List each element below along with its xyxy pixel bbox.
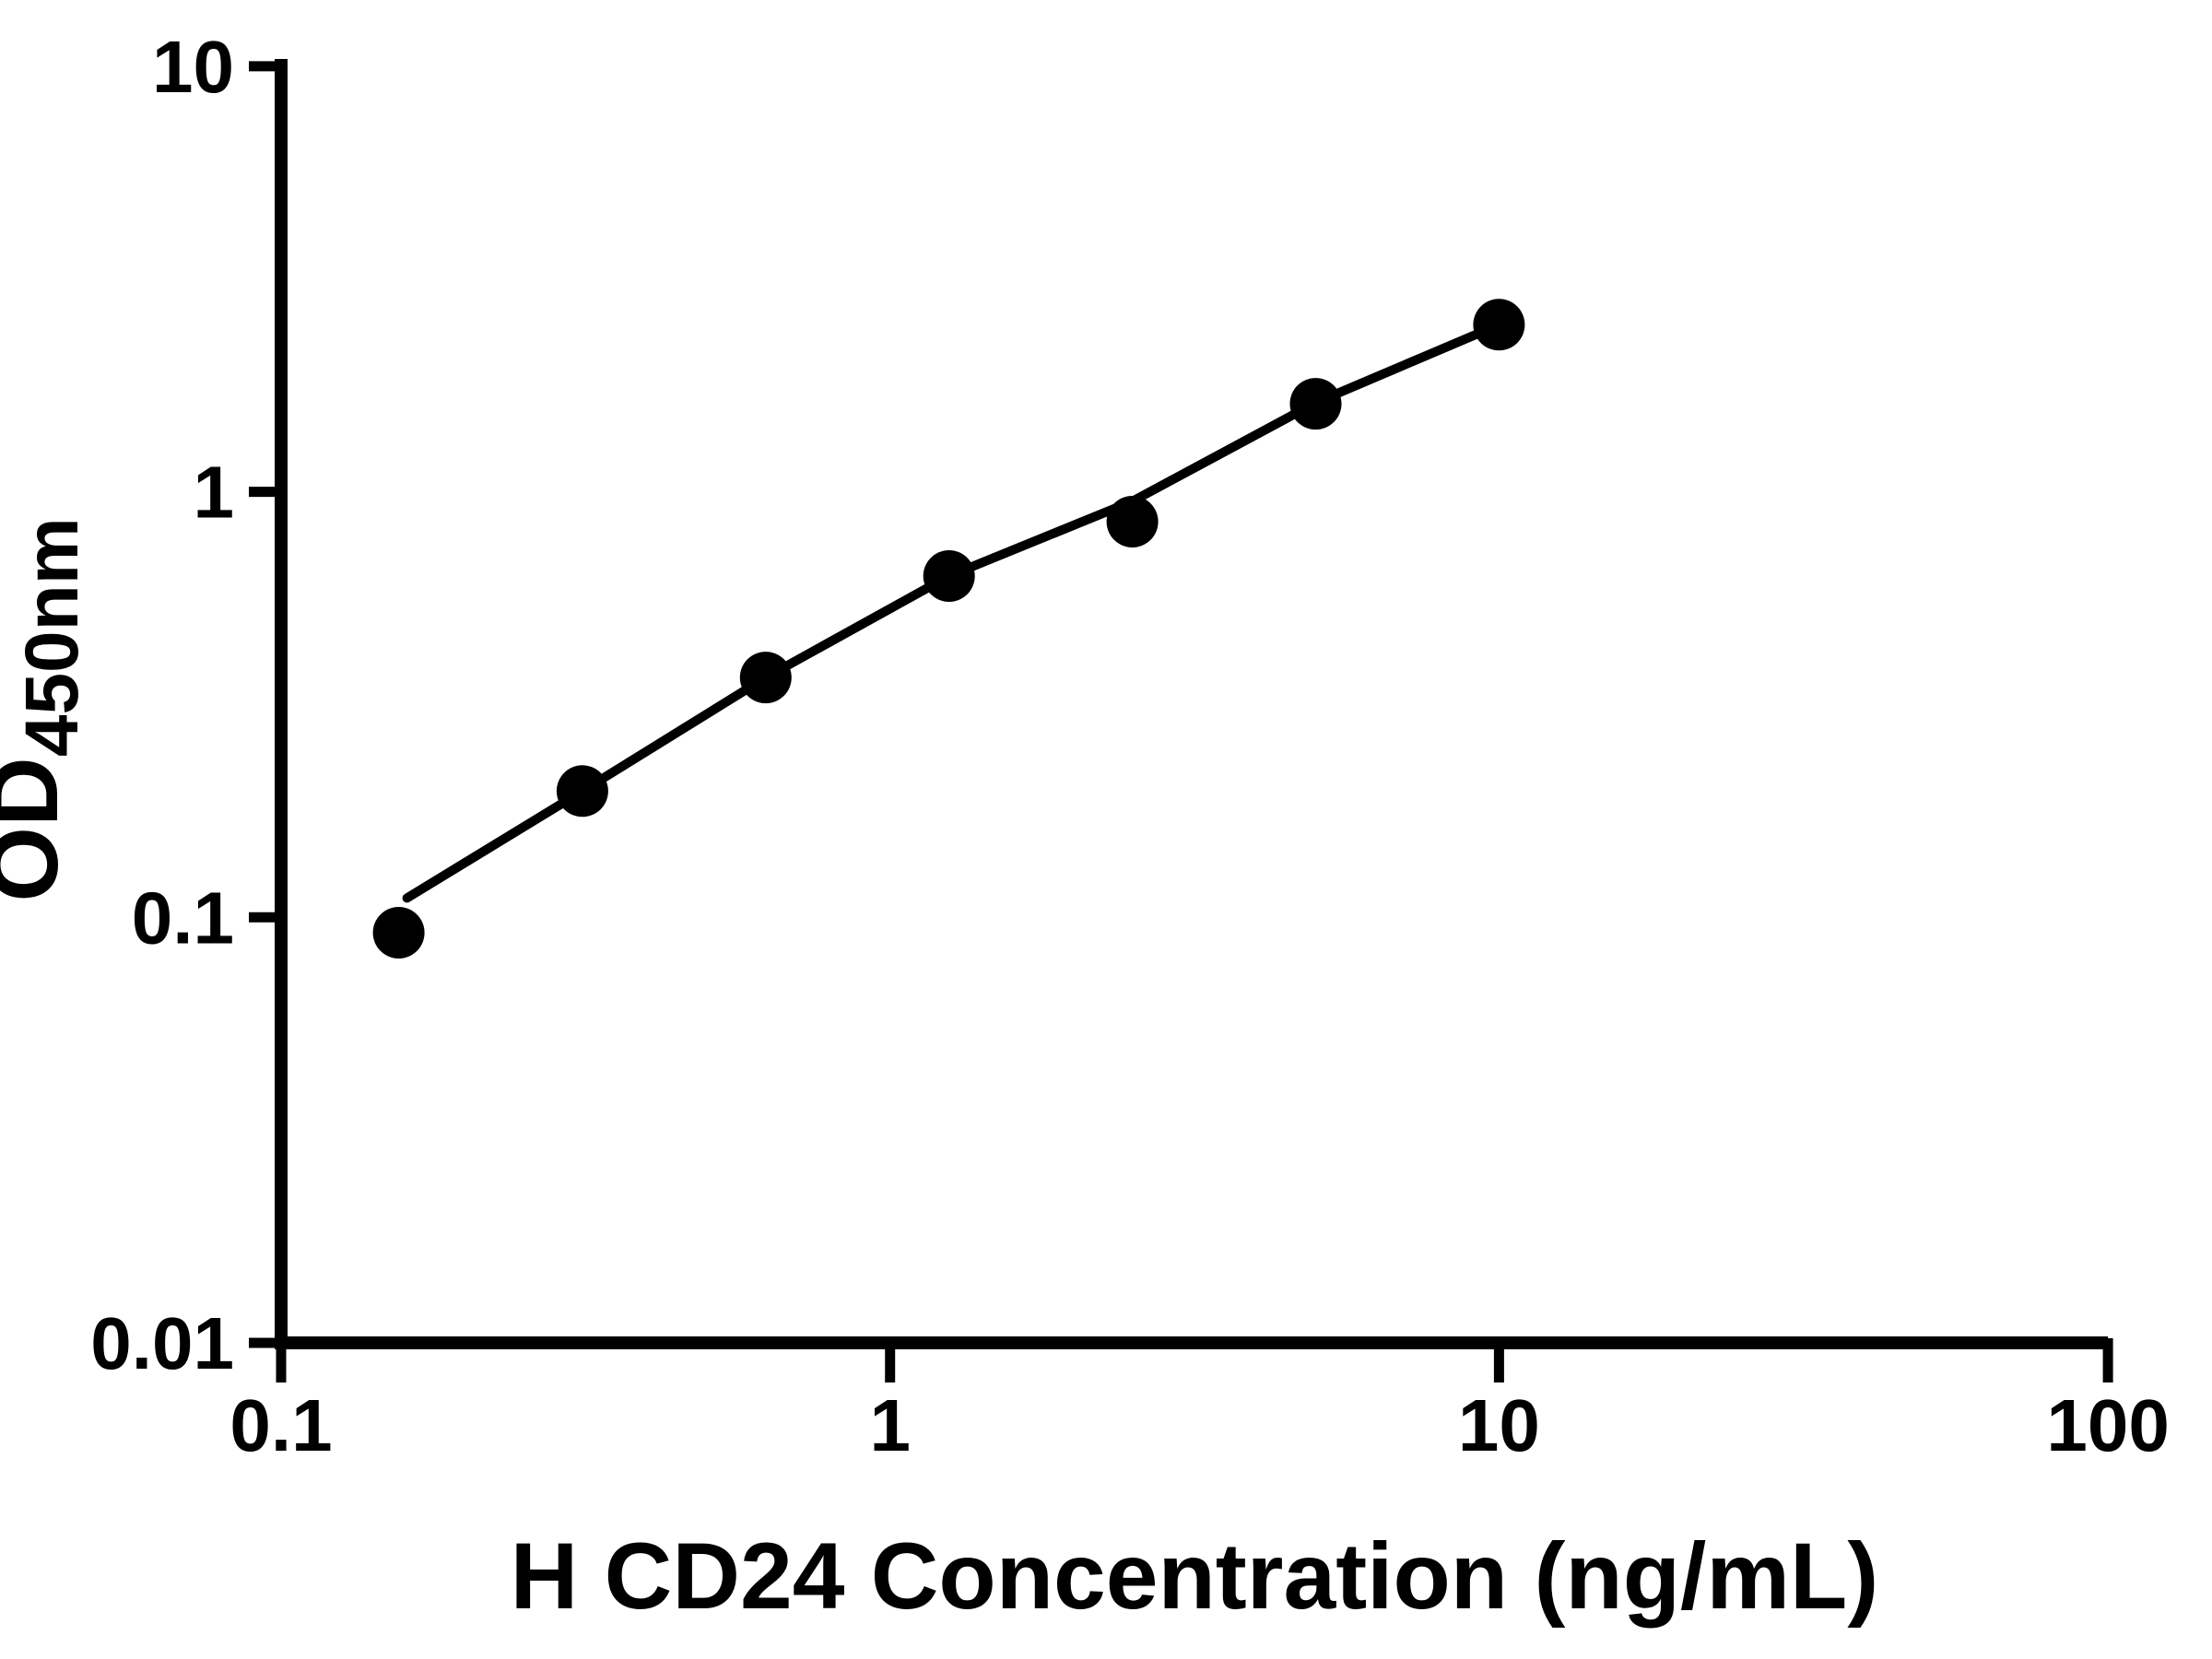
data-point	[372, 907, 425, 959]
y-axis-title: OD450nm	[0, 517, 94, 901]
data-point	[1473, 299, 1525, 351]
data-point	[739, 652, 792, 704]
y-tick-label: 1	[194, 452, 235, 534]
data-point	[1106, 496, 1159, 547]
x-tick-label: 100	[2046, 1384, 2169, 1466]
data-point	[556, 765, 608, 818]
y-axis-title-main: OD	[0, 757, 78, 902]
y-tick-label: 0.1	[132, 877, 234, 959]
x-tick-label: 1	[869, 1384, 911, 1466]
y-tick-label: 0.01	[90, 1302, 234, 1384]
x-tick-label: 10	[1458, 1384, 1540, 1466]
data-point	[1289, 378, 1342, 430]
x-tick-label: 0.1	[229, 1384, 332, 1466]
data-point	[923, 550, 975, 602]
y-axis-title-subscript: 450nm	[10, 517, 94, 757]
x-axis-title: H CD24 Concentration (ng/mL)	[511, 1524, 1879, 1629]
y-tick-label: 10	[152, 26, 234, 108]
